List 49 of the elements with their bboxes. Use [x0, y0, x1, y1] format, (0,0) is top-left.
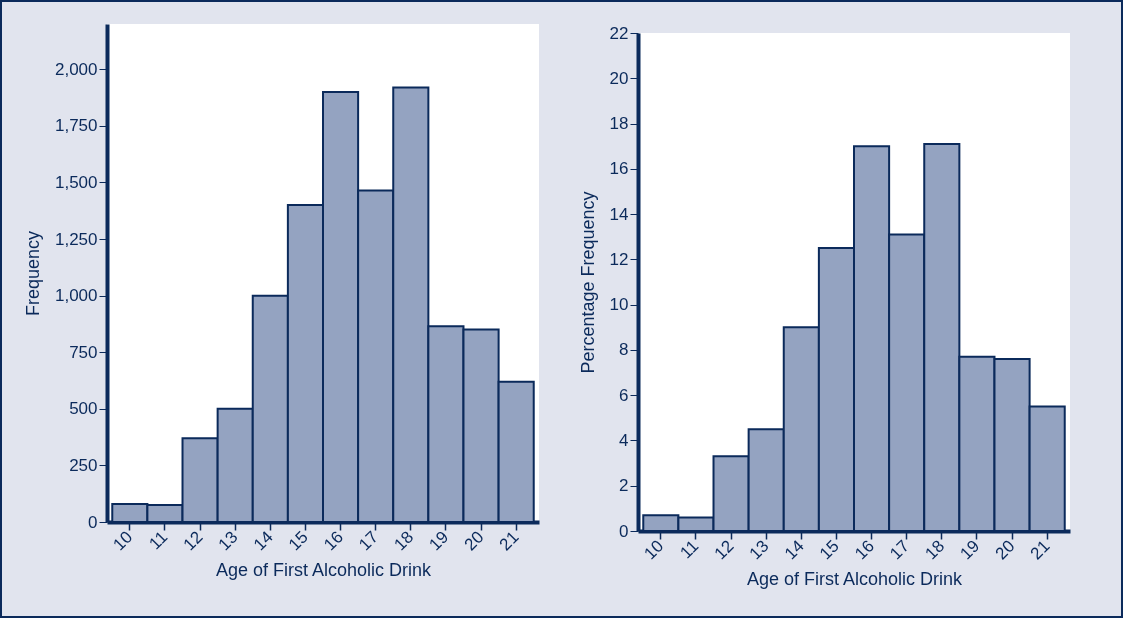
x-tick-label: 13: [214, 527, 242, 555]
y-tick-label: 12: [609, 249, 629, 269]
x-tick-label: 11: [145, 527, 172, 554]
x-tick-label: 10: [109, 527, 137, 555]
x-tick-label: 19: [956, 536, 984, 564]
x-tick-label: 14: [780, 536, 808, 564]
y-tick-label: 0: [619, 521, 629, 541]
y-tick-label: 1,750: [54, 116, 98, 136]
y-tick-label: 22: [609, 23, 629, 43]
x-axis-title: Age of First Alcoholic Drink: [215, 559, 433, 580]
y-tick-label: 1,500: [54, 172, 98, 192]
x-tick-label: 19: [425, 527, 453, 555]
x-tick-label: 16: [851, 536, 878, 564]
x-tick-label: 12: [179, 527, 207, 555]
y-tick-label: 18: [609, 114, 629, 134]
y-tick-label: 20: [609, 68, 629, 88]
y-tick-label: 16: [609, 159, 629, 179]
y-tick-label: 14: [609, 204, 629, 224]
y-tick-label: 6: [619, 385, 629, 405]
y-tick-label: 2: [619, 476, 629, 496]
x-tick-label: 14: [249, 527, 277, 555]
x-tick-label: 10: [640, 536, 668, 564]
y-tick-label: 1,000: [54, 286, 98, 306]
y-tick-label: 250: [69, 455, 98, 475]
x-tick-label: 11: [676, 536, 703, 563]
y-axis-title: Frequency: [22, 230, 43, 317]
y-tick-label: 750: [69, 342, 98, 362]
y-tick-label: 500: [69, 399, 98, 419]
y-tick-label: 0: [88, 512, 98, 532]
x-tick-label: 20: [460, 527, 488, 555]
x-tick-label: 15: [815, 536, 843, 564]
x-tick-label: 20: [991, 536, 1019, 564]
x-tick-label: 15: [284, 527, 312, 555]
x-tick-label: 17: [886, 536, 914, 564]
y-tick-label: 1,250: [54, 229, 98, 249]
x-tick-label: 17: [355, 527, 383, 555]
x-tick-label: 21: [1026, 536, 1054, 564]
x-axis-title: Age of First Alcoholic Drink: [746, 568, 964, 589]
y-axis-title: Percentage Frequency: [577, 191, 598, 374]
x-tick-label: 18: [390, 527, 418, 555]
x-tick-label: 13: [745, 536, 773, 564]
x-tick-label: 12: [710, 536, 738, 564]
y-tick-label: 4: [619, 430, 629, 450]
x-tick-label: 16: [320, 527, 347, 555]
x-tick-label: 18: [921, 536, 949, 564]
y-tick-label: 8: [619, 340, 629, 360]
y-tick-label: 10: [609, 295, 629, 315]
y-tick-label: 2,000: [54, 59, 98, 79]
x-tick-label: 21: [495, 527, 523, 555]
